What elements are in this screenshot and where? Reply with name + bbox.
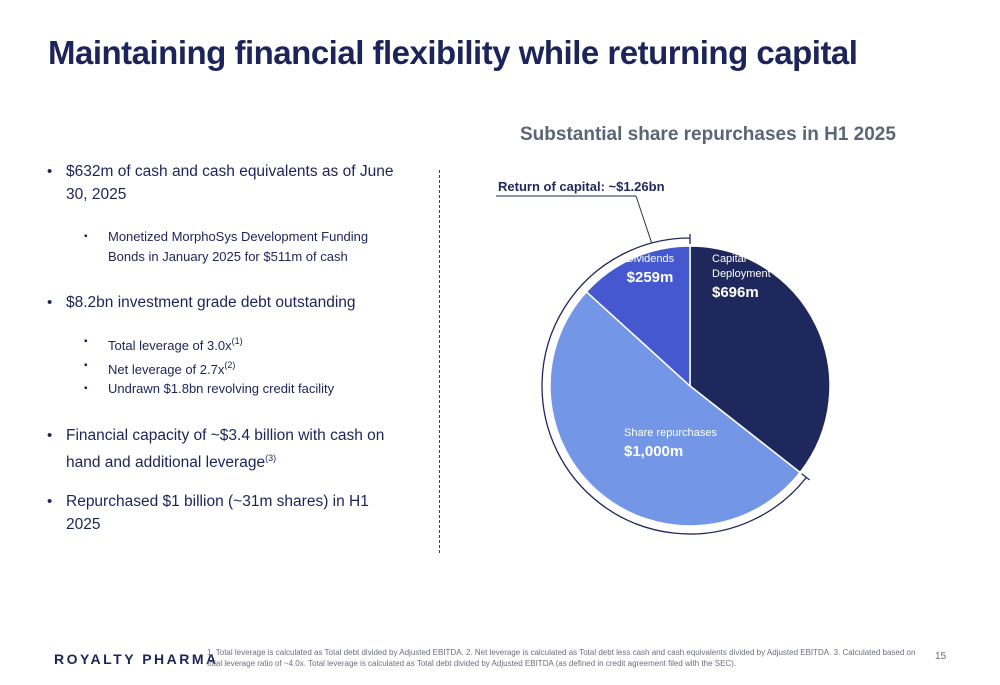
footnote-ref-2: (2) <box>224 359 236 370</box>
bullet-repurchase: Repurchased $1 billion (~31m shares) in … <box>46 490 406 536</box>
slice-label-text: Capital <box>712 253 746 265</box>
dashed-divider <box>439 170 440 553</box>
footnote: 1. Total leverage is calculated as Total… <box>207 648 916 668</box>
bullet-cash: $632m of cash and cash equivalents as of… <box>46 160 406 206</box>
chart-title: Substantial share repurchases in H1 2025 <box>520 124 896 145</box>
bullet-capacity: Financial capacity of ~$3.4 billion with… <box>46 424 406 474</box>
net-leverage-text: Net leverage of 2.7x <box>108 361 225 377</box>
slice-label: Dividends $259m <box>626 253 675 286</box>
slice-value-label: $696m <box>712 284 759 301</box>
slice-label-text: Deployment <box>712 268 771 280</box>
bullet-debt: $8.2bn investment grade debt outstanding <box>46 291 406 314</box>
slice-label: Capital Deployment $696m <box>712 253 771 301</box>
sub-bullet-total-leverage: Total leverage of 3.0x(1) <box>46 332 406 356</box>
page-title: Maintaining financial flexibility while … <box>48 34 858 71</box>
royalty-pharma-logo: ROYALTY PHARMA <box>54 651 219 667</box>
slice-label-text: Dividends <box>626 253 675 265</box>
annotation-leader-line <box>635 195 653 244</box>
slice-value-label: $1,000m <box>624 443 683 460</box>
slice-label-text: Share repurchases <box>624 427 717 439</box>
pie-slice-share-repurchases <box>549 290 802 527</box>
return-of-capital-annotation: Return of capital: ~$1.26bn <box>498 179 665 194</box>
pie-slice-dividends <box>585 245 691 388</box>
footnote-ref-3: (3) <box>265 452 277 463</box>
footnote-ref-1: (1) <box>231 336 243 346</box>
total-leverage-text: Total leverage of 3.0x <box>108 338 232 353</box>
return-of-capital-bracket <box>541 234 810 535</box>
pie-slice-capital-deployment <box>689 245 831 474</box>
page-number: 15 <box>935 651 947 662</box>
sub-bullet-morphosys: Monetized MorphoSys Development Funding … <box>46 227 406 266</box>
slice-value-label: $259m <box>627 269 674 286</box>
pie-chart: Return of capital: ~$1.26bn Capital Deplo… <box>496 179 831 535</box>
slice-label: Share repurchases $1,000m <box>624 427 717 460</box>
capacity-text: Financial capacity of ~$3.4 billion with… <box>66 426 385 471</box>
sub-bullet-revolver: Undrawn $1.8bn revolving credit facility <box>46 379 406 399</box>
sub-bullet-net-leverage: Net leverage of 2.7x(2) <box>46 356 406 380</box>
bullet-list: $632m of cash and cash equivalents as of… <box>46 160 406 536</box>
